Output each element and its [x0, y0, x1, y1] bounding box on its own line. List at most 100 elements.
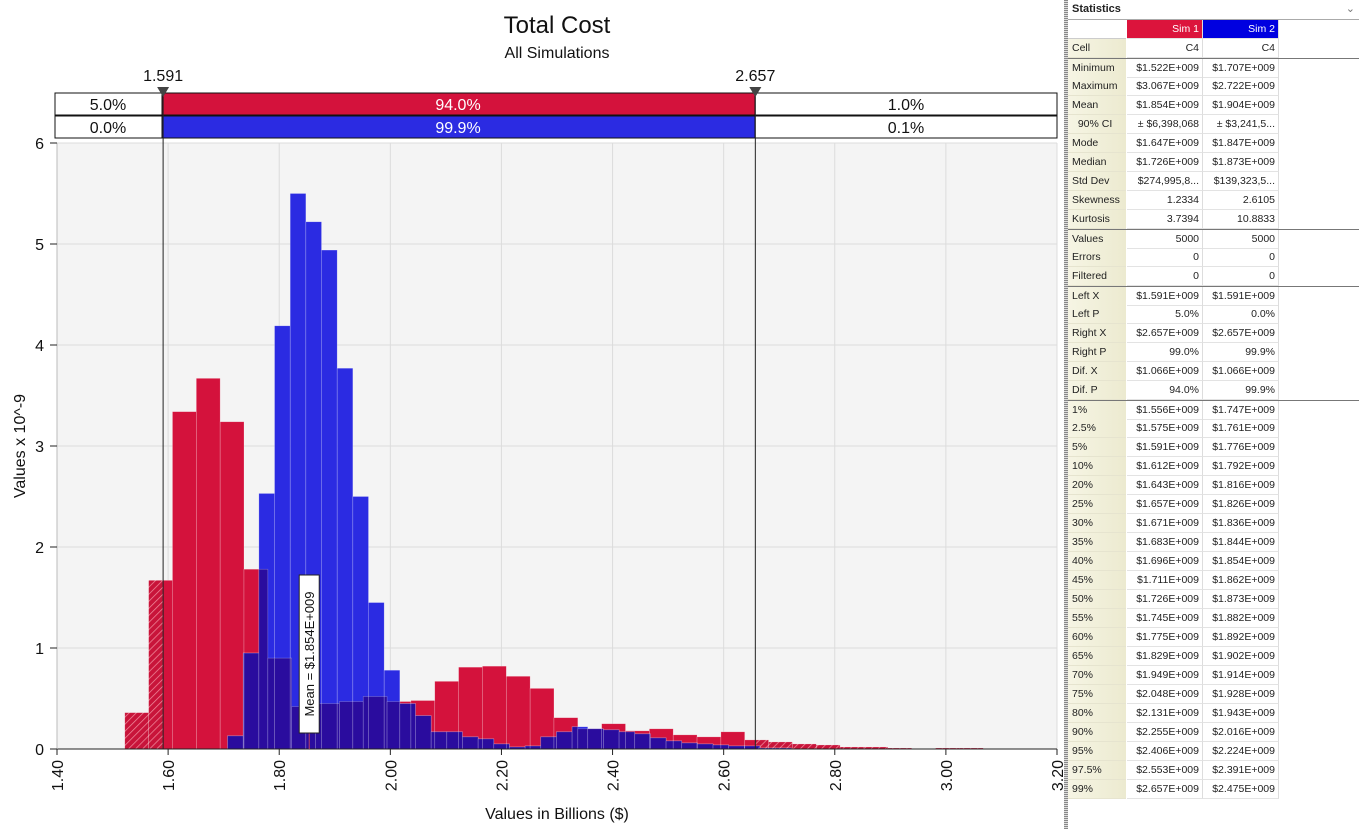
x-axis-ticks: 1.40 1.60 1.80 2.00 2.20 2.40 2.60 2.80 3.00 3.20	[50, 749, 1064, 791]
statistics-row-label: 90%	[1068, 723, 1126, 742]
sim-2-value: $1.847E+009	[1203, 134, 1279, 153]
statistics-row-label: 99%	[1068, 780, 1126, 799]
sim-2-value: $1.707E+009	[1203, 59, 1279, 78]
sim-2-value: 99.9%	[1203, 343, 1279, 362]
statistics-row: Mean $1.854E+009 $1.904E+009	[1068, 96, 1359, 115]
sim1-bar	[148, 580, 164, 750]
overlap-bar	[352, 701, 364, 750]
left-delimiter-handle-icon[interactable]	[157, 87, 170, 97]
sim-1-value: $1.522E+009	[1127, 59, 1203, 78]
sim-2-value: $1.816E+009	[1203, 476, 1279, 495]
overlap-bar	[712, 744, 722, 750]
sim1-bar	[172, 411, 197, 750]
sim-1-value: $274,995,8...	[1127, 172, 1203, 191]
right-delimiter[interactable]: 2.657	[735, 68, 775, 749]
statistics-row: 5% $1.591E+009 $1.776E+009	[1068, 438, 1359, 457]
overlap-bar	[430, 731, 436, 750]
sim-2-value: $2.657E+009	[1203, 324, 1279, 343]
statistics-row-label: 20%	[1068, 476, 1126, 495]
left-delimiter-value[interactable]: 1.591	[143, 68, 183, 85]
statistics-row-label: Mean	[1068, 96, 1126, 115]
statistics-row: 65% $1.829E+009 $1.902E+009	[1068, 647, 1359, 666]
statistics-panel: Statistics ⌄ Sim 1 Sim 2 Cell C4 C4 Minimum $1…	[1068, 0, 1359, 829]
sim-2-value: 0	[1203, 267, 1279, 286]
sim-1-value: $2.048E+009	[1127, 685, 1203, 704]
right-delimiter-value[interactable]: 2.657	[735, 68, 775, 85]
statistics-row: 90% $2.255E+009 $2.016E+009	[1068, 723, 1359, 742]
chevron-down-icon[interactable]: ⌄	[1345, 3, 1355, 15]
sim-1-value: $2.131E+009	[1127, 704, 1203, 723]
overlap-bar	[625, 731, 636, 750]
statistics-row: Minimum $1.522E+009 $1.707E+009	[1068, 58, 1359, 78]
statistics-row: 80% $2.131E+009 $1.943E+009	[1068, 704, 1359, 723]
statistics-row-label: 10%	[1068, 457, 1126, 476]
sim-2-value: $1.904E+009	[1203, 96, 1279, 115]
statistics-row: Left P 5.0% 0.0%	[1068, 305, 1359, 324]
chart-title: Total Cost	[504, 12, 611, 39]
statistics-row-label: 75%	[1068, 685, 1126, 704]
panel-splitter[interactable]	[1064, 0, 1068, 829]
sim1-bar	[196, 378, 221, 750]
sim-2-value: $2.016E+009	[1203, 723, 1279, 742]
statistics-row-label: Minimum	[1068, 59, 1126, 78]
overlap-bar	[477, 738, 483, 750]
sim1-bar	[815, 744, 841, 750]
x-tick-label: 2.20	[494, 760, 511, 791]
sim-1-value: $1.575E+009	[1127, 419, 1203, 438]
right-delimiter-handle-icon[interactable]	[749, 87, 762, 97]
sim-1-value: $1.591E+009	[1127, 438, 1203, 457]
sim1-bar	[219, 421, 245, 750]
sim-2-value: $1.776E+009	[1203, 438, 1279, 457]
x-tick-label: 2.60	[717, 760, 734, 791]
statistics-row-label: Values	[1068, 230, 1126, 249]
statistics-row-label: 2.5%	[1068, 419, 1126, 438]
sim-2-value: $1.862E+009	[1203, 571, 1279, 590]
statistics-row: 90% CI ± $6,398,068 ± $3,241,5...	[1068, 115, 1359, 134]
sim-2-value: 5000	[1203, 230, 1279, 249]
statistics-row: 45% $1.711E+009 $1.862E+009	[1068, 571, 1359, 590]
statistics-row: 97.5% $2.553E+009 $2.391E+009	[1068, 761, 1359, 780]
overlap-bar	[446, 731, 459, 750]
statistics-row: 60% $1.775E+009 $1.892E+009	[1068, 628, 1359, 647]
sim-2-value: $1.066E+009	[1203, 362, 1279, 381]
sim-2-value: $1.844E+009	[1203, 533, 1279, 552]
prob-row-2-middle-value: 99.9%	[435, 120, 480, 137]
statistics-row-label: 80%	[1068, 704, 1126, 723]
x-tick-label: 3.20	[1050, 760, 1064, 791]
statistics-row: Left X $1.591E+009 $1.591E+009	[1068, 286, 1359, 306]
overlap-bar	[720, 744, 730, 750]
sim-1-value: 3.7394	[1127, 210, 1203, 229]
sim-1-value: $1.683E+009	[1127, 533, 1203, 552]
y-tick-label: 4	[35, 338, 44, 355]
overlap-bar	[258, 568, 269, 750]
x-tick-label: 2.80	[828, 760, 845, 791]
header-blank	[1068, 20, 1126, 39]
statistics-row: 99% $2.657E+009 $2.475E+009	[1068, 780, 1359, 799]
statistics-row-label: Skewness	[1068, 191, 1126, 210]
statistics-row-label: 1%	[1068, 401, 1126, 420]
overlap-bar	[618, 731, 626, 750]
overlap-bar	[274, 657, 291, 750]
sim-2-value: $2.391E+009	[1203, 761, 1279, 780]
chart-subtitle: All Simulations	[505, 45, 610, 62]
sim-1-value: $1.647E+009	[1127, 134, 1203, 153]
column-header-sim-1: Sim 1	[1127, 20, 1203, 39]
left-delimiter[interactable]: 1.591	[143, 68, 183, 749]
statistics-row: Errors 0 0	[1068, 248, 1359, 267]
sim-1-value: $1.612E+009	[1127, 457, 1203, 476]
sim-1-value: $1.696E+009	[1127, 552, 1203, 571]
sim2-bar	[321, 249, 338, 750]
statistics-row: 20% $1.643E+009 $1.816E+009	[1068, 476, 1359, 495]
sim-2-value: $1.873E+009	[1203, 153, 1279, 172]
statistics-row-label: 90% CI	[1068, 115, 1126, 134]
sim-2-value: 2.6105	[1203, 191, 1279, 210]
statistics-row-label: Dif. X	[1068, 362, 1126, 381]
y-axis-ticks: 0 1 2 3 4 5 6	[35, 136, 57, 759]
overlap-bar	[587, 728, 602, 750]
y-tick-label: 3	[35, 439, 44, 456]
sim-1-value: $1.949E+009	[1127, 666, 1203, 685]
delimiter-probability-bars: 5.0% 94.0% 1.0% 0.0% 99.9% 0.1%	[54, 92, 1058, 139]
y-tick-label: 0	[35, 742, 44, 759]
statistics-row: 35% $1.683E+009 $1.844E+009	[1068, 533, 1359, 552]
mean-marker: Mean = $1.854E+009	[298, 574, 320, 749]
